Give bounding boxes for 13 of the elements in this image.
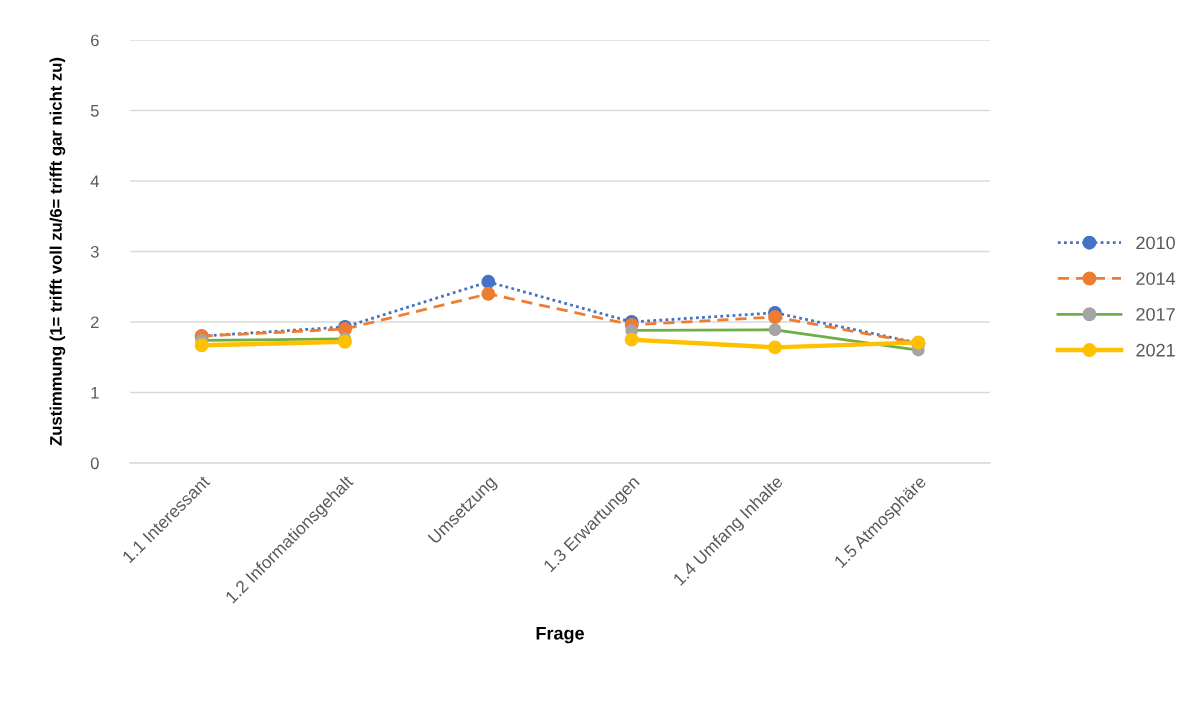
y-tick-label: 6 — [91, 34, 99, 47]
y-tick-label: 3 — [90, 245, 99, 258]
y-tick-label: 2 — [91, 316, 99, 329]
y-tick-label: 5 — [90, 105, 99, 117]
legend-label: 2017 — [1136, 307, 1175, 321]
y-axis-title: Zustimmung (1= trifft voll zu/6= trifft gar nicht zu) — [49, 57, 66, 446]
legend-label: 2014 — [1136, 272, 1176, 285]
y-tick-label: 4 — [90, 175, 99, 188]
y-tick-label: 1 — [91, 387, 99, 399]
x-axis-title: Frage — [536, 627, 584, 644]
legend-label: 2010 — [1136, 236, 1175, 250]
legend-label: 2021 — [1136, 343, 1175, 357]
y-tick-label: 0 — [90, 457, 99, 470]
